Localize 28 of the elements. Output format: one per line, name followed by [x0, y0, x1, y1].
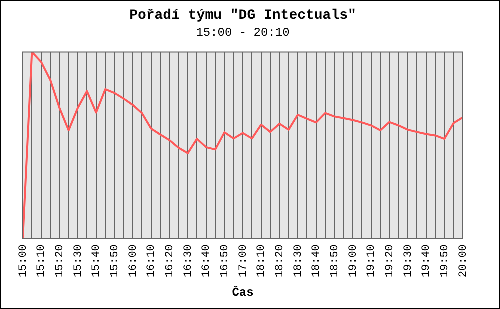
- x-tick-label: 18:50: [330, 244, 342, 278]
- x-tick-label: 19:40: [421, 244, 434, 278]
- x-tick-label: 19:20: [384, 244, 397, 278]
- x-tick-label: 16:30: [182, 244, 195, 278]
- x-tick-label: 18:10: [256, 244, 268, 278]
- x-tick-label: 15:10: [36, 244, 48, 278]
- x-tick-label: 15:40: [91, 244, 104, 278]
- x-tick-label: 15:20: [54, 244, 67, 278]
- x-tick-label: 15:00: [18, 244, 30, 278]
- x-tick-label: 15:30: [72, 244, 85, 278]
- x-tick-label: 16:20: [164, 244, 177, 278]
- x-tick-label: 16:00: [128, 244, 140, 278]
- x-tick-label: 19:50: [440, 244, 452, 278]
- x-tick-label: 18:20: [274, 244, 287, 278]
- x-tick-label: 16:40: [201, 244, 214, 278]
- x-tick-label: 19:10: [366, 244, 378, 278]
- chart-title: Pořadí týmu "DG Intectuals": [130, 8, 356, 24]
- x-axis-title: Čas: [232, 286, 254, 300]
- x-tick-label: 15:50: [110, 244, 122, 278]
- x-tick-label: 20:00: [458, 244, 470, 278]
- x-tick-label: 17:00: [238, 244, 250, 278]
- chart-subtitle: 15:00 - 20:10: [196, 26, 290, 40]
- x-tick-label: 19:00: [348, 244, 360, 278]
- x-tick-label: 18:40: [311, 244, 324, 278]
- x-tick-label: 19:30: [402, 244, 415, 278]
- x-tick-label: 16:50: [220, 244, 232, 278]
- x-tick-label: 18:30: [292, 244, 305, 278]
- x-tick-label: 16:10: [146, 244, 158, 278]
